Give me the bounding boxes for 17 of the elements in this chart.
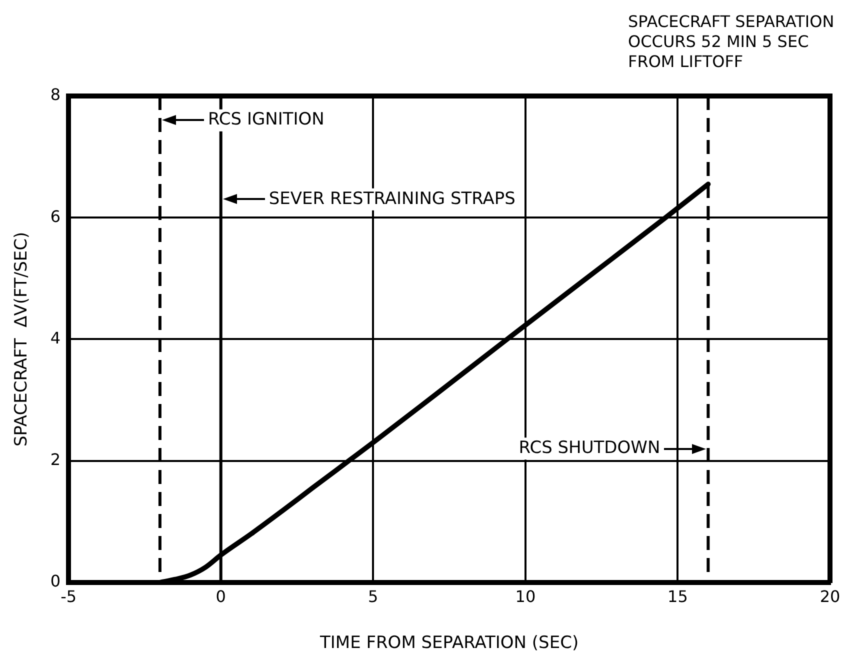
y-tick-label: 6 — [50, 206, 61, 226]
y-tick-label: 4 — [50, 328, 61, 348]
annotation: RCS IGNITION — [208, 110, 324, 130]
x-tick-label: -5 — [60, 587, 77, 606]
annotation: RCS SHUTDOWN — [518, 438, 660, 458]
y-tick-label: 0 — [50, 572, 61, 591]
x-tick-label: 10 — [515, 587, 536, 606]
annotation: SEVER RESTRAINING STRAPS — [268, 188, 516, 209]
x-tick-label: 5 — [368, 587, 378, 606]
y-axis-title: SPACECRAFT ΔV(FT/SEC) — [12, 232, 32, 447]
y-tick-label: 8 — [50, 85, 61, 104]
x-tick-label: 20 — [820, 587, 840, 606]
chart-title: SPACECRAFT SEPARATION OCCURS 52 MIN 5 SEC FROM LIFTOFF — [628, 12, 836, 72]
x-tick-label: 15 — [668, 587, 688, 606]
x-tick-label: 0 — [216, 587, 226, 606]
x-axis-title: TIME FROM SEPARATION (SEC) — [319, 633, 579, 654]
y-tick-label: 2 — [50, 450, 61, 469]
